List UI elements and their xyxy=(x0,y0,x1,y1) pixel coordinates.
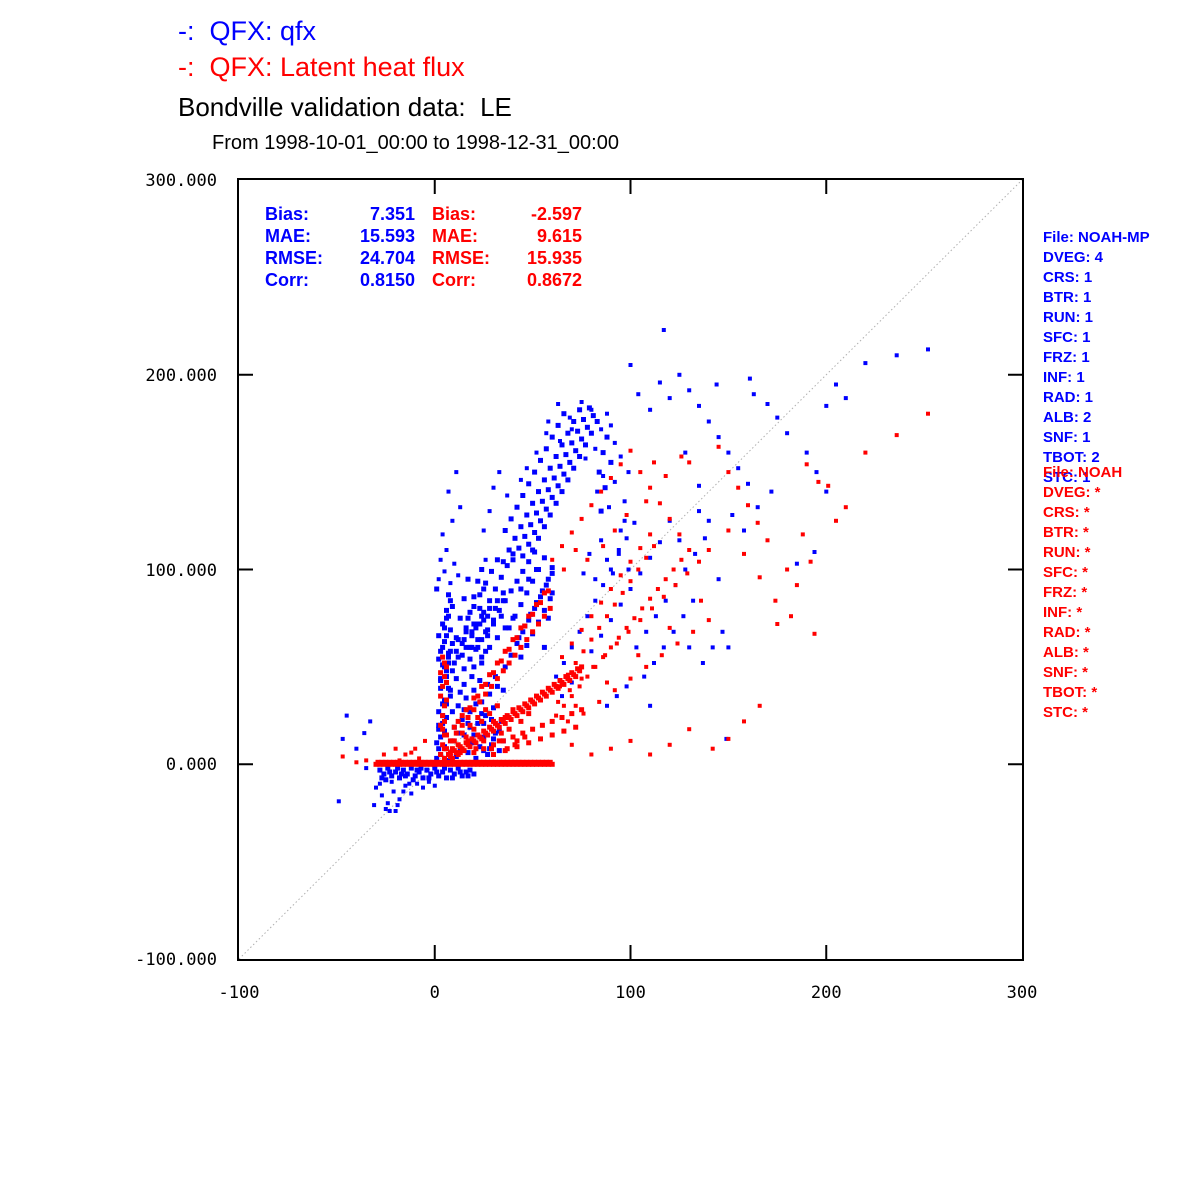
date-range-subtitle: From 1998-10-01_00:00 to 1998-12-31_00:0… xyxy=(212,132,619,154)
stats-label: Bias: xyxy=(432,204,477,224)
scatter-series-2 xyxy=(340,411,930,767)
stats-value: 7.351 xyxy=(369,204,415,224)
stats-value: 0.8672 xyxy=(526,270,582,290)
config-line: BTR: 1 xyxy=(1043,289,1092,306)
x-tick-label: 300 xyxy=(1006,983,1038,1003)
legend-entry-model1: -: QFX: qfx xyxy=(178,16,317,46)
stats-row: Bias: -2.597 xyxy=(432,203,582,225)
stats-row: MAE: 15.593 xyxy=(265,225,415,247)
stats-row: MAE: 9.615 xyxy=(432,225,582,247)
stats-value: 24.704 xyxy=(359,248,415,268)
config-line: STC: 1 xyxy=(1043,469,1091,486)
stats-row: RMSE: 24.704 xyxy=(265,247,415,269)
stats-row: Corr: 0.8150 xyxy=(265,269,415,291)
config-line: FRZ: 1 xyxy=(1043,349,1090,366)
config-line: CRS: 1 xyxy=(1043,269,1093,286)
config-line: RUN: * xyxy=(1043,544,1091,561)
stats-label: RMSE: xyxy=(432,248,490,268)
config-line: INF: 1 xyxy=(1043,369,1085,386)
config-panel-model2: File: NOAH DVEG: * CRS: * BTR: * RUN: * SFC: … xyxy=(1043,463,1122,723)
config-line: File: NOAH-MP xyxy=(1043,229,1150,246)
y-tick-label: 100.000 xyxy=(145,560,217,581)
stats-label: Corr: xyxy=(432,270,476,290)
stats-row: Bias: 7.351 xyxy=(265,203,415,225)
config-line: TBOT: * xyxy=(1043,684,1098,701)
stats-label: MAE: xyxy=(265,226,311,246)
page-title: Bondville validation data: LE xyxy=(178,92,512,122)
config-line: ALB: 2 xyxy=(1043,409,1092,426)
x-tick-label: -100 xyxy=(218,983,260,1003)
stats-value: 9.615 xyxy=(536,226,582,246)
plot-frame xyxy=(237,178,1024,961)
y-tick-label: 300.000 xyxy=(145,171,217,191)
x-tick-label: 0 xyxy=(429,983,440,1003)
y-tick-label: 0.000 xyxy=(165,755,217,776)
config-line: RAD: 1 xyxy=(1043,389,1094,406)
stats-label: Bias: xyxy=(265,204,310,224)
config-line: TBOT: 2 xyxy=(1043,449,1100,466)
stats-block-model1: Bias: 7.351 MAE: 15.593 RMSE: 24.704 Corr: 0.81… xyxy=(265,203,415,291)
stats-label: Corr: xyxy=(265,270,309,290)
config-line: FRZ: * xyxy=(1043,584,1088,601)
y-tick-label: 200.000 xyxy=(145,365,217,386)
config-line: DVEG: * xyxy=(1043,484,1101,501)
config-line: SNF: * xyxy=(1043,664,1088,681)
config-line: BTR: * xyxy=(1043,524,1089,541)
y-tick-label: -100.000 xyxy=(135,950,217,970)
config-line: ALB: * xyxy=(1043,644,1089,661)
stats-value: 0.8150 xyxy=(359,270,415,290)
config-line: INF: * xyxy=(1043,604,1083,621)
config-line: SNF: 1 xyxy=(1043,429,1091,446)
config-line: STC: * xyxy=(1043,704,1088,721)
stats-value: 15.935 xyxy=(526,248,582,268)
config-line: RAD: * xyxy=(1043,624,1091,641)
config-line: CRS: * xyxy=(1043,504,1090,521)
stats-value: -2.597 xyxy=(530,204,582,224)
config-line: File: NOAH xyxy=(1043,464,1123,481)
stats-block-model2: Bias: -2.597 MAE: 9.615 RMSE: 15.935 Corr: 0.86… xyxy=(432,203,582,291)
config-line: RUN: 1 xyxy=(1043,309,1094,326)
scatter-plot xyxy=(239,180,1022,959)
config-panel-model1: File: NOAH-MP DVEG: 4 CRS: 1 BTR: 1 RUN: 1 SF… xyxy=(1043,228,1150,488)
config-line: SFC: 1 xyxy=(1043,329,1091,346)
legend-entry-model2: -: QFX: Latent heat flux xyxy=(178,52,465,82)
x-tick-label: 200 xyxy=(810,983,842,1003)
stats-label: RMSE: xyxy=(265,248,323,268)
stats-value: 15.593 xyxy=(359,226,415,246)
stats-row: Corr: 0.8672 xyxy=(432,269,582,291)
stats-row: RMSE: 15.935 xyxy=(432,247,582,269)
config-line: DVEG: 4 xyxy=(1043,249,1104,266)
config-line: SFC: * xyxy=(1043,564,1088,581)
stats-label: MAE: xyxy=(432,226,478,246)
x-tick-label: 100 xyxy=(615,983,646,1003)
